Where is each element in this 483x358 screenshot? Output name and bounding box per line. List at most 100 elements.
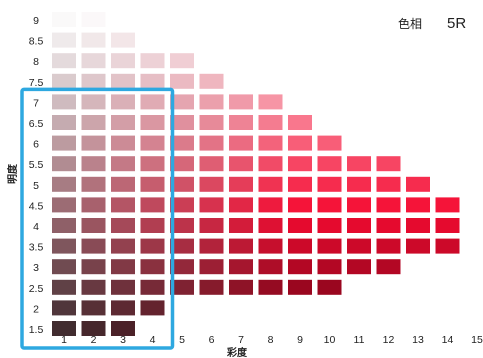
- color-swatch[interactable]: [347, 176, 371, 192]
- color-swatch[interactable]: [111, 279, 135, 295]
- color-swatch[interactable]: [52, 94, 76, 110]
- color-swatch[interactable]: [52, 32, 76, 48]
- color-swatch[interactable]: [81, 32, 106, 48]
- color-swatch[interactable]: [406, 197, 430, 213]
- color-swatch[interactable]: [317, 238, 342, 254]
- color-swatch[interactable]: [288, 259, 312, 275]
- color-swatch[interactable]: [52, 135, 76, 151]
- color-swatch[interactable]: [199, 238, 224, 254]
- color-swatch[interactable]: [52, 238, 76, 254]
- color-swatch[interactable]: [347, 156, 371, 172]
- color-swatch[interactable]: [81, 321, 106, 336]
- color-swatch[interactable]: [52, 259, 76, 275]
- color-swatch[interactable]: [435, 238, 460, 254]
- color-swatch[interactable]: [406, 176, 430, 192]
- color-swatch[interactable]: [111, 238, 135, 254]
- color-swatch[interactable]: [229, 156, 253, 172]
- color-swatch[interactable]: [258, 218, 283, 233]
- color-swatch[interactable]: [140, 238, 165, 254]
- color-swatch[interactable]: [406, 238, 430, 254]
- color-swatch[interactable]: [81, 12, 106, 27]
- color-swatch[interactable]: [81, 279, 106, 295]
- color-swatch[interactable]: [52, 176, 76, 192]
- color-swatch[interactable]: [52, 73, 76, 89]
- color-swatch[interactable]: [199, 94, 224, 110]
- color-swatch[interactable]: [258, 115, 283, 130]
- color-swatch[interactable]: [81, 238, 106, 254]
- color-swatch[interactable]: [288, 218, 312, 233]
- color-swatch[interactable]: [435, 197, 460, 213]
- color-swatch[interactable]: [199, 135, 224, 151]
- color-swatch[interactable]: [170, 259, 194, 275]
- color-swatch[interactable]: [52, 156, 76, 172]
- color-swatch[interactable]: [317, 156, 342, 172]
- color-swatch[interactable]: [258, 135, 283, 151]
- color-swatch[interactable]: [376, 197, 401, 213]
- color-swatch[interactable]: [140, 259, 165, 275]
- color-swatch[interactable]: [81, 300, 106, 316]
- color-swatch[interactable]: [170, 94, 194, 110]
- color-swatch[interactable]: [81, 94, 106, 110]
- color-swatch[interactable]: [229, 279, 253, 295]
- color-swatch[interactable]: [81, 197, 106, 213]
- color-swatch[interactable]: [317, 135, 342, 151]
- color-swatch[interactable]: [140, 176, 165, 192]
- color-swatch[interactable]: [81, 259, 106, 275]
- color-swatch[interactable]: [199, 197, 224, 213]
- color-swatch[interactable]: [170, 135, 194, 151]
- color-swatch[interactable]: [111, 156, 135, 172]
- color-swatch[interactable]: [258, 279, 283, 295]
- color-swatch[interactable]: [199, 73, 224, 89]
- color-swatch[interactable]: [258, 259, 283, 275]
- color-swatch[interactable]: [288, 115, 312, 130]
- color-swatch[interactable]: [140, 218, 165, 233]
- color-swatch[interactable]: [229, 238, 253, 254]
- color-swatch[interactable]: [317, 176, 342, 192]
- color-swatch[interactable]: [288, 135, 312, 151]
- color-swatch[interactable]: [81, 176, 106, 192]
- color-swatch[interactable]: [170, 176, 194, 192]
- color-swatch[interactable]: [170, 53, 194, 69]
- color-swatch[interactable]: [81, 135, 106, 151]
- color-swatch[interactable]: [170, 197, 194, 213]
- color-swatch[interactable]: [229, 135, 253, 151]
- color-swatch[interactable]: [199, 259, 224, 275]
- color-swatch[interactable]: [111, 115, 135, 130]
- color-swatch[interactable]: [140, 135, 165, 151]
- color-swatch[interactable]: [170, 156, 194, 172]
- color-swatch[interactable]: [170, 218, 194, 233]
- color-swatch[interactable]: [435, 218, 460, 233]
- color-swatch[interactable]: [258, 238, 283, 254]
- color-swatch[interactable]: [376, 259, 401, 275]
- color-swatch[interactable]: [111, 197, 135, 213]
- color-swatch[interactable]: [288, 176, 312, 192]
- color-swatch[interactable]: [111, 259, 135, 275]
- color-swatch[interactable]: [258, 94, 283, 110]
- color-swatch[interactable]: [317, 259, 342, 275]
- color-swatch[interactable]: [111, 218, 135, 233]
- color-swatch[interactable]: [140, 300, 165, 316]
- color-swatch[interactable]: [140, 279, 165, 295]
- color-swatch[interactable]: [199, 156, 224, 172]
- color-swatch[interactable]: [81, 156, 106, 172]
- color-swatch[interactable]: [81, 218, 106, 233]
- color-swatch[interactable]: [111, 32, 135, 48]
- color-swatch[interactable]: [288, 238, 312, 254]
- color-swatch[interactable]: [52, 321, 76, 336]
- color-swatch[interactable]: [229, 94, 253, 110]
- color-swatch[interactable]: [140, 73, 165, 89]
- color-swatch[interactable]: [81, 73, 106, 89]
- color-swatch[interactable]: [170, 115, 194, 130]
- color-swatch[interactable]: [199, 176, 224, 192]
- color-swatch[interactable]: [111, 73, 135, 89]
- color-swatch[interactable]: [140, 53, 165, 69]
- color-swatch[interactable]: [229, 115, 253, 130]
- color-swatch[interactable]: [81, 53, 106, 69]
- color-swatch[interactable]: [317, 197, 342, 213]
- color-swatch[interactable]: [229, 218, 253, 233]
- color-swatch[interactable]: [229, 197, 253, 213]
- color-swatch[interactable]: [170, 73, 194, 89]
- color-swatch[interactable]: [52, 197, 76, 213]
- color-swatch[interactable]: [229, 259, 253, 275]
- color-swatch[interactable]: [258, 156, 283, 172]
